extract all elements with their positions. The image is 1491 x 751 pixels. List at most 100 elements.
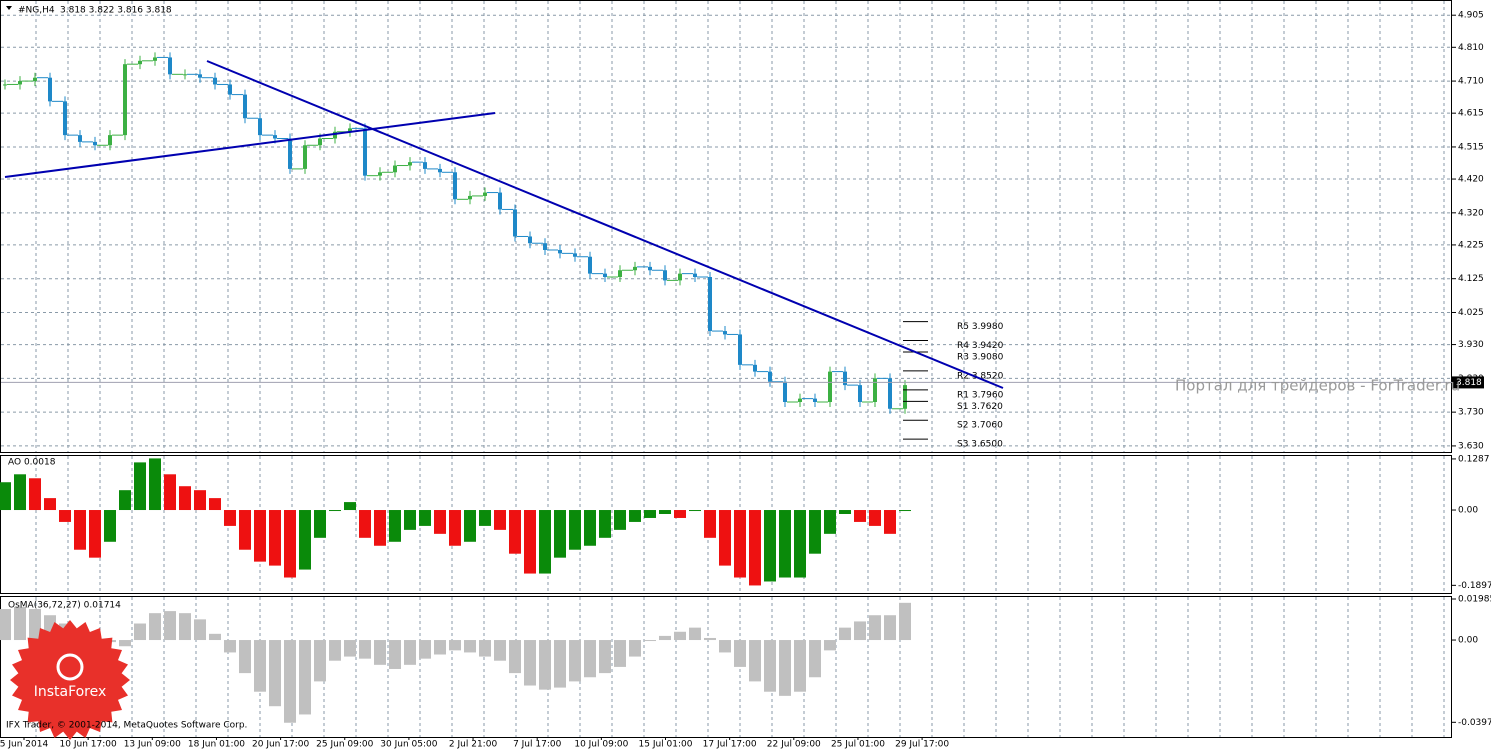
candle — [213, 77, 217, 85]
histogram-bar — [884, 510, 896, 534]
quote: 3.818 3.822 3.816 3.818 — [60, 6, 172, 16]
candle — [543, 243, 547, 250]
candle — [858, 385, 862, 403]
time-label: 25 Jun 09:00 — [316, 740, 373, 750]
histogram-bar — [524, 640, 536, 686]
trend-line — [4, 112, 496, 178]
time-label: 25 Jul 01:00 — [831, 740, 885, 750]
histogram-bar — [809, 510, 821, 554]
histogram-bar — [839, 627, 851, 641]
histogram-bar — [29, 478, 41, 511]
candle — [243, 94, 247, 119]
candle — [93, 141, 97, 146]
histogram-bar — [824, 640, 836, 651]
histogram-bar — [584, 510, 596, 546]
candle — [468, 195, 472, 200]
candle — [588, 256, 592, 274]
histogram-bar — [104, 510, 116, 542]
histogram-bar — [89, 510, 101, 558]
time-label: 10 Jul 09:00 — [574, 740, 628, 750]
histogram-bar — [299, 510, 311, 570]
candle — [828, 371, 832, 403]
histogram-bar — [629, 510, 641, 522]
candle — [573, 253, 577, 257]
histogram-bar — [284, 640, 296, 723]
time-label: 17 Jul 17:00 — [703, 740, 757, 750]
histogram-bar — [404, 640, 416, 665]
histogram-bar — [749, 510, 761, 586]
pivot-label: R2 3.8520 — [957, 371, 1004, 381]
osma-label: OsMA(36,72,27) 0.01714 — [8, 601, 121, 611]
histogram-bar — [569, 640, 581, 682]
histogram-bar — [779, 640, 791, 696]
candle — [558, 249, 562, 254]
candle — [303, 145, 307, 169]
candle — [903, 385, 907, 409]
histogram-bar — [449, 640, 461, 651]
candle — [408, 162, 412, 166]
histogram-bar — [434, 510, 446, 534]
menu-arrow[interactable] — [6, 6, 12, 10]
histogram-bar — [614, 510, 626, 530]
time-label: 13 Jun 09:00 — [124, 740, 181, 750]
y-tick-label: 4.320 — [1458, 208, 1484, 218]
histogram-bar — [344, 502, 356, 511]
histogram-bar — [824, 510, 836, 534]
candle — [288, 138, 292, 169]
histogram-bar — [434, 640, 446, 655]
histogram-bar — [299, 640, 311, 715]
histogram-bar — [689, 627, 701, 641]
time-label: 29 Jul 17:00 — [895, 740, 949, 750]
y-tick-label: 3.630 — [1458, 441, 1484, 451]
candle — [123, 64, 127, 136]
candle — [33, 77, 37, 82]
histogram-bar — [149, 458, 161, 511]
histogram-bar — [659, 510, 671, 514]
candle — [888, 378, 892, 409]
histogram-bar — [539, 640, 551, 690]
time-label: 5 Jun 2014 — [0, 740, 48, 750]
candle — [633, 266, 637, 271]
candle — [153, 57, 157, 61]
histogram-bar — [674, 631, 686, 641]
histogram-bar — [269, 510, 281, 566]
histogram-bar — [29, 609, 41, 641]
histogram-bar — [14, 474, 26, 511]
candle — [648, 266, 652, 271]
histogram-bar — [359, 510, 371, 538]
marks: 4.905 4.810 4.710 4.615 4.515 4.420 4.320 4.225… — [0, 11, 1491, 750]
candle — [723, 331, 727, 335]
histogram-bar — [359, 640, 371, 659]
histogram-bar — [899, 602, 911, 641]
logo-icon — [56, 653, 84, 681]
histogram-bar — [119, 640, 131, 647]
candle — [18, 81, 22, 85]
histogram-bar — [494, 640, 506, 661]
histogram-bar — [899, 510, 911, 512]
histogram-bar — [149, 613, 161, 641]
candle — [198, 74, 202, 78]
histogram-bar — [374, 510, 386, 546]
candle — [48, 77, 52, 102]
candle — [168, 57, 172, 75]
histogram-bar — [524, 510, 536, 574]
candle — [3, 84, 7, 86]
y-tick-label: -0.03979 — [1458, 718, 1491, 728]
pivot-label: R5 3.9980 — [957, 322, 1004, 332]
histogram-bar — [734, 640, 746, 667]
candle — [453, 172, 457, 200]
histogram-bar — [599, 640, 611, 674]
pivot-label: S2 3.7060 — [957, 421, 1003, 431]
histogram-bar — [539, 510, 551, 574]
candle — [738, 334, 742, 365]
current-price: 3.818 — [1456, 378, 1482, 388]
watermark: Портал для трейдеров - ForTrader.ru — [1175, 377, 1460, 395]
candle — [423, 162, 427, 169]
histogram-bar — [854, 510, 866, 522]
histogram-bar — [599, 510, 611, 538]
histogram-bar — [269, 640, 281, 707]
y-tick-label: 0.1287 — [1458, 454, 1490, 464]
candle — [753, 364, 757, 372]
candle — [228, 84, 232, 95]
histogram-bar — [734, 510, 746, 578]
